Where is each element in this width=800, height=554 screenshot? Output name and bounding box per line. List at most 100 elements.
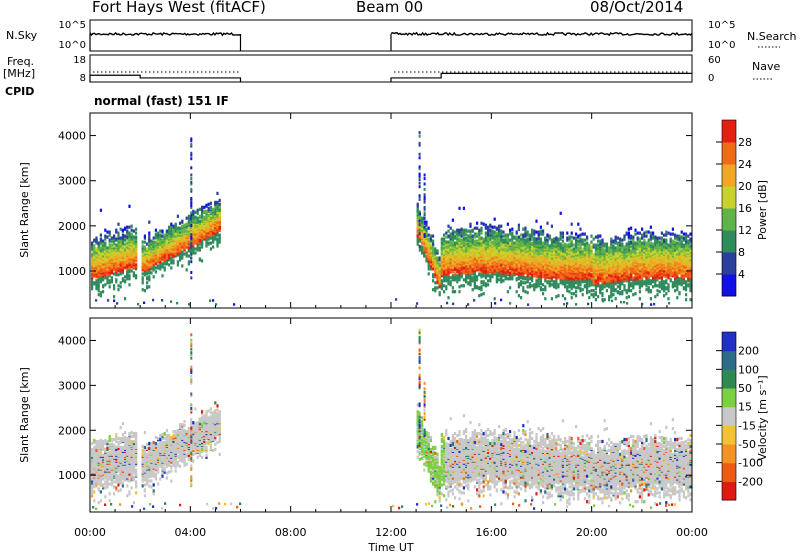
data-cell bbox=[458, 269, 461, 273]
data-cell bbox=[110, 269, 113, 273]
data-cell bbox=[93, 246, 96, 250]
data-cell bbox=[443, 248, 446, 252]
data-cell bbox=[95, 236, 98, 240]
data-cell bbox=[533, 283, 536, 287]
data-cell bbox=[561, 235, 564, 239]
data-cell bbox=[214, 207, 217, 211]
data-cell bbox=[495, 226, 498, 230]
data-cell bbox=[493, 269, 496, 273]
data-cell bbox=[99, 248, 102, 252]
data-cell bbox=[141, 276, 144, 280]
data-cell bbox=[205, 209, 208, 213]
data-cell bbox=[495, 237, 498, 241]
data-cell bbox=[480, 231, 483, 235]
data-cell bbox=[531, 234, 534, 238]
data-cell bbox=[579, 233, 582, 237]
data-cell bbox=[458, 290, 461, 294]
data-cell bbox=[546, 280, 549, 284]
data-cell bbox=[517, 226, 520, 230]
data-cell bbox=[517, 241, 520, 245]
data-cell bbox=[524, 226, 527, 230]
data-cell bbox=[467, 281, 470, 285]
data-cell bbox=[174, 229, 177, 233]
data-cell bbox=[115, 280, 118, 284]
data-cell bbox=[590, 293, 593, 297]
data-cell bbox=[179, 230, 182, 234]
data-cell bbox=[176, 226, 179, 230]
data-cell bbox=[533, 229, 536, 233]
data-cell bbox=[500, 234, 503, 238]
data-cell bbox=[522, 289, 525, 293]
data-cell bbox=[575, 294, 578, 298]
data-cell bbox=[493, 232, 496, 236]
data-cell bbox=[594, 291, 597, 295]
data-cell bbox=[526, 233, 529, 237]
data-cell bbox=[553, 284, 556, 288]
data-cell bbox=[506, 241, 509, 245]
data-cell bbox=[487, 283, 490, 287]
data-cell bbox=[502, 240, 505, 244]
data-cell bbox=[489, 241, 492, 245]
data-cell bbox=[553, 237, 556, 241]
data-cell bbox=[141, 281, 144, 285]
data-cell bbox=[445, 249, 448, 253]
data-cell bbox=[99, 242, 102, 246]
data-cell bbox=[476, 232, 479, 236]
data-cell bbox=[201, 211, 204, 215]
data-cell bbox=[568, 235, 571, 239]
data-cell bbox=[141, 244, 144, 248]
data-cell bbox=[161, 238, 164, 242]
data-cell bbox=[579, 287, 582, 291]
data-cell bbox=[526, 277, 529, 281]
data-cell bbox=[190, 215, 193, 219]
data-cell bbox=[128, 231, 131, 235]
data-cell bbox=[456, 274, 459, 278]
data-cell bbox=[484, 270, 487, 274]
data-cell bbox=[460, 229, 463, 233]
data-cell bbox=[559, 234, 562, 238]
data-cell bbox=[478, 265, 481, 269]
data-cell bbox=[577, 222, 580, 226]
data-cell bbox=[148, 231, 151, 235]
data-cell bbox=[535, 243, 538, 247]
data-cell bbox=[533, 288, 536, 292]
data-cell bbox=[181, 256, 184, 260]
data-cell bbox=[154, 244, 157, 248]
data-cell bbox=[511, 241, 514, 245]
data-cell bbox=[119, 239, 122, 243]
data-cell bbox=[544, 288, 547, 292]
data-cell bbox=[216, 233, 219, 237]
data-cell bbox=[218, 237, 221, 241]
data-cell bbox=[427, 226, 430, 230]
data-cell bbox=[108, 268, 111, 272]
data-cell bbox=[465, 280, 468, 284]
data-cell bbox=[451, 270, 454, 274]
data-cell bbox=[542, 232, 545, 236]
data-cell bbox=[550, 243, 553, 247]
data-cell bbox=[491, 225, 494, 229]
data-cell bbox=[469, 224, 472, 228]
data-cell bbox=[506, 233, 509, 237]
data-cell bbox=[570, 231, 573, 235]
data-cell bbox=[533, 274, 536, 278]
data-cell bbox=[544, 279, 547, 283]
data-cell bbox=[460, 274, 463, 278]
data-cell bbox=[192, 251, 195, 255]
data-cell bbox=[148, 269, 151, 273]
data-cell bbox=[515, 268, 518, 272]
data-cell bbox=[537, 232, 540, 236]
data-cell bbox=[113, 239, 116, 243]
data-cell bbox=[163, 236, 166, 240]
data-cell bbox=[124, 234, 127, 238]
data-cell bbox=[533, 239, 536, 243]
data-cell bbox=[513, 235, 516, 239]
data-cell bbox=[515, 242, 518, 246]
data-cell bbox=[451, 218, 454, 222]
data-cell bbox=[207, 232, 210, 236]
data-cell bbox=[469, 232, 472, 236]
data-cell bbox=[132, 273, 135, 277]
data-cell bbox=[489, 274, 492, 278]
data-cell bbox=[425, 227, 428, 231]
data-cell bbox=[548, 280, 551, 284]
data-cell bbox=[438, 262, 441, 266]
